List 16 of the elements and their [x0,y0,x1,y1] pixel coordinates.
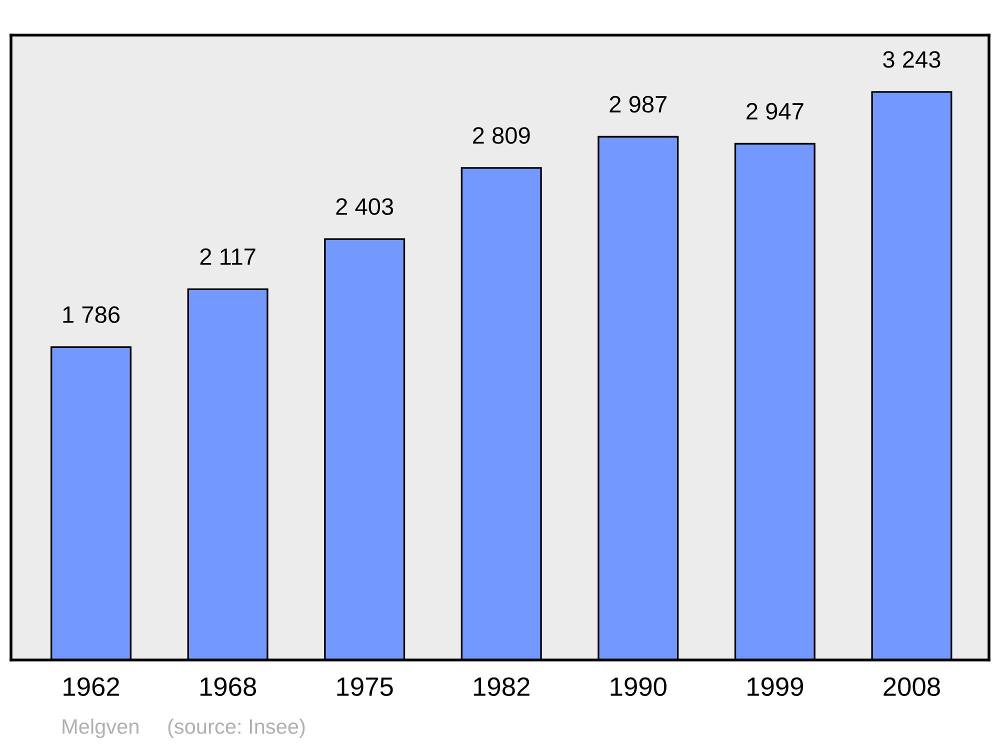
data-label: 3 243 [883,51,940,68]
x-tick-label: 1990 [610,677,666,696]
x-tick-label: 1999 [748,677,804,696]
data-label: 2 809 [473,127,530,144]
text: Melgven [62,718,138,738]
data-label: 2 987 [610,96,667,113]
x-tick-label: 1982 [474,677,530,696]
x-tick-label: 1962 [64,677,120,696]
text: (source: Insee) [168,718,305,738]
data-label: 2 403 [336,198,394,215]
x-tick-label: 1968 [200,677,256,696]
data-label: 2 947 [746,102,804,120]
x-tick-label: 1975 [337,677,393,696]
x-tick-label: 2008 [884,677,940,696]
data-label: 2 117 [200,248,256,265]
data-label: 1 786 [63,306,120,324]
